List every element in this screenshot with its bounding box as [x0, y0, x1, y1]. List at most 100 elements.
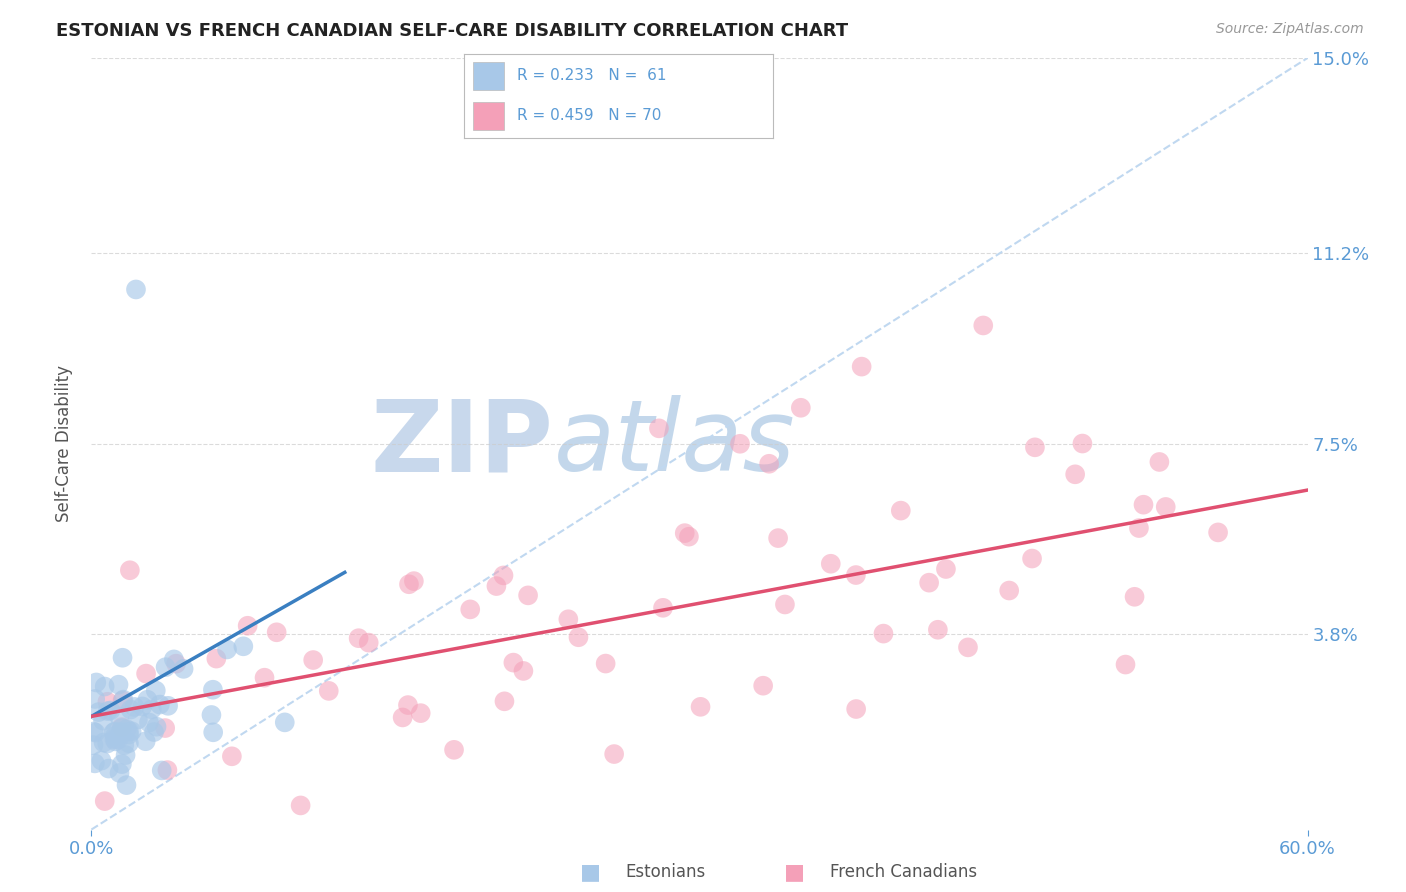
- Point: [648, 421, 671, 435]
- Point: [125, 282, 148, 296]
- Point: [820, 557, 842, 571]
- Point: [100, 704, 122, 718]
- Point: [595, 657, 617, 671]
- Point: [391, 710, 413, 724]
- Point: [118, 724, 141, 739]
- Point: [494, 694, 516, 708]
- Point: [118, 727, 141, 741]
- Point: [93, 794, 115, 808]
- Point: [112, 738, 135, 752]
- Bar: [474, 102, 505, 130]
- Point: [201, 682, 224, 697]
- Point: [111, 650, 134, 665]
- Point: [851, 359, 873, 374]
- Point: [149, 698, 172, 712]
- Point: [689, 699, 711, 714]
- Point: [111, 721, 134, 735]
- Point: [115, 778, 138, 792]
- Point: [93, 680, 115, 694]
- Point: [110, 725, 132, 739]
- Point: [603, 747, 626, 761]
- Bar: [474, 62, 505, 90]
- Point: [111, 694, 134, 708]
- Point: [845, 702, 868, 716]
- Point: [1024, 440, 1046, 454]
- Text: Estonians: Estonians: [626, 863, 706, 881]
- Point: [998, 583, 1021, 598]
- Point: [83, 756, 105, 771]
- Point: [107, 732, 129, 747]
- Point: [108, 709, 131, 723]
- Point: [398, 577, 420, 591]
- Point: [131, 699, 153, 714]
- Point: [290, 798, 312, 813]
- Point: [127, 713, 149, 727]
- Point: [173, 662, 195, 676]
- Point: [96, 695, 118, 709]
- Point: [121, 724, 143, 739]
- Point: [790, 401, 813, 415]
- Point: [673, 526, 696, 541]
- Point: [84, 725, 107, 739]
- Point: [567, 630, 589, 644]
- Point: [96, 737, 118, 751]
- Point: [93, 735, 115, 749]
- Point: [84, 675, 107, 690]
- Point: [155, 660, 177, 674]
- Point: [458, 602, 481, 616]
- Point: [1021, 551, 1043, 566]
- Point: [202, 725, 225, 739]
- Point: [752, 679, 775, 693]
- Point: [773, 598, 796, 612]
- Point: [104, 729, 127, 743]
- Point: [485, 579, 508, 593]
- Point: [143, 725, 166, 739]
- Point: [302, 653, 325, 667]
- Point: [1154, 500, 1177, 514]
- Point: [347, 631, 370, 645]
- Point: [103, 725, 125, 739]
- Point: [357, 635, 380, 649]
- Point: [84, 692, 107, 706]
- Point: [502, 656, 524, 670]
- Point: [1206, 525, 1229, 540]
- Point: [402, 574, 425, 588]
- Point: [111, 757, 134, 772]
- Point: [1071, 436, 1094, 450]
- Point: [156, 763, 179, 777]
- Point: [845, 568, 868, 582]
- Point: [135, 666, 157, 681]
- Point: [1123, 590, 1146, 604]
- Point: [1115, 657, 1137, 672]
- Point: [205, 651, 228, 665]
- Point: [517, 588, 540, 602]
- Point: [512, 664, 534, 678]
- Point: [145, 683, 167, 698]
- Point: [972, 318, 994, 333]
- Point: [200, 708, 222, 723]
- Point: [221, 749, 243, 764]
- Point: [108, 766, 131, 780]
- Point: [111, 720, 134, 734]
- Point: [396, 698, 419, 712]
- Text: ■: ■: [581, 863, 600, 882]
- Text: French Canadians: French Canadians: [830, 863, 977, 881]
- Point: [165, 657, 187, 671]
- Point: [82, 738, 104, 752]
- Point: [956, 640, 979, 655]
- Point: [112, 692, 135, 706]
- Point: [1064, 467, 1087, 482]
- Point: [135, 734, 157, 748]
- Point: [253, 671, 276, 685]
- Point: [141, 702, 163, 716]
- Point: [409, 706, 432, 720]
- Text: R = 0.459   N = 70: R = 0.459 N = 70: [516, 108, 661, 123]
- Point: [97, 704, 120, 718]
- Point: [492, 568, 515, 582]
- Text: Source: ZipAtlas.com: Source: ZipAtlas.com: [1216, 22, 1364, 37]
- Text: atlas: atlas: [554, 395, 796, 492]
- Point: [87, 705, 110, 719]
- Point: [232, 640, 254, 654]
- Text: R = 0.233   N =  61: R = 0.233 N = 61: [516, 68, 666, 83]
- Point: [274, 715, 297, 730]
